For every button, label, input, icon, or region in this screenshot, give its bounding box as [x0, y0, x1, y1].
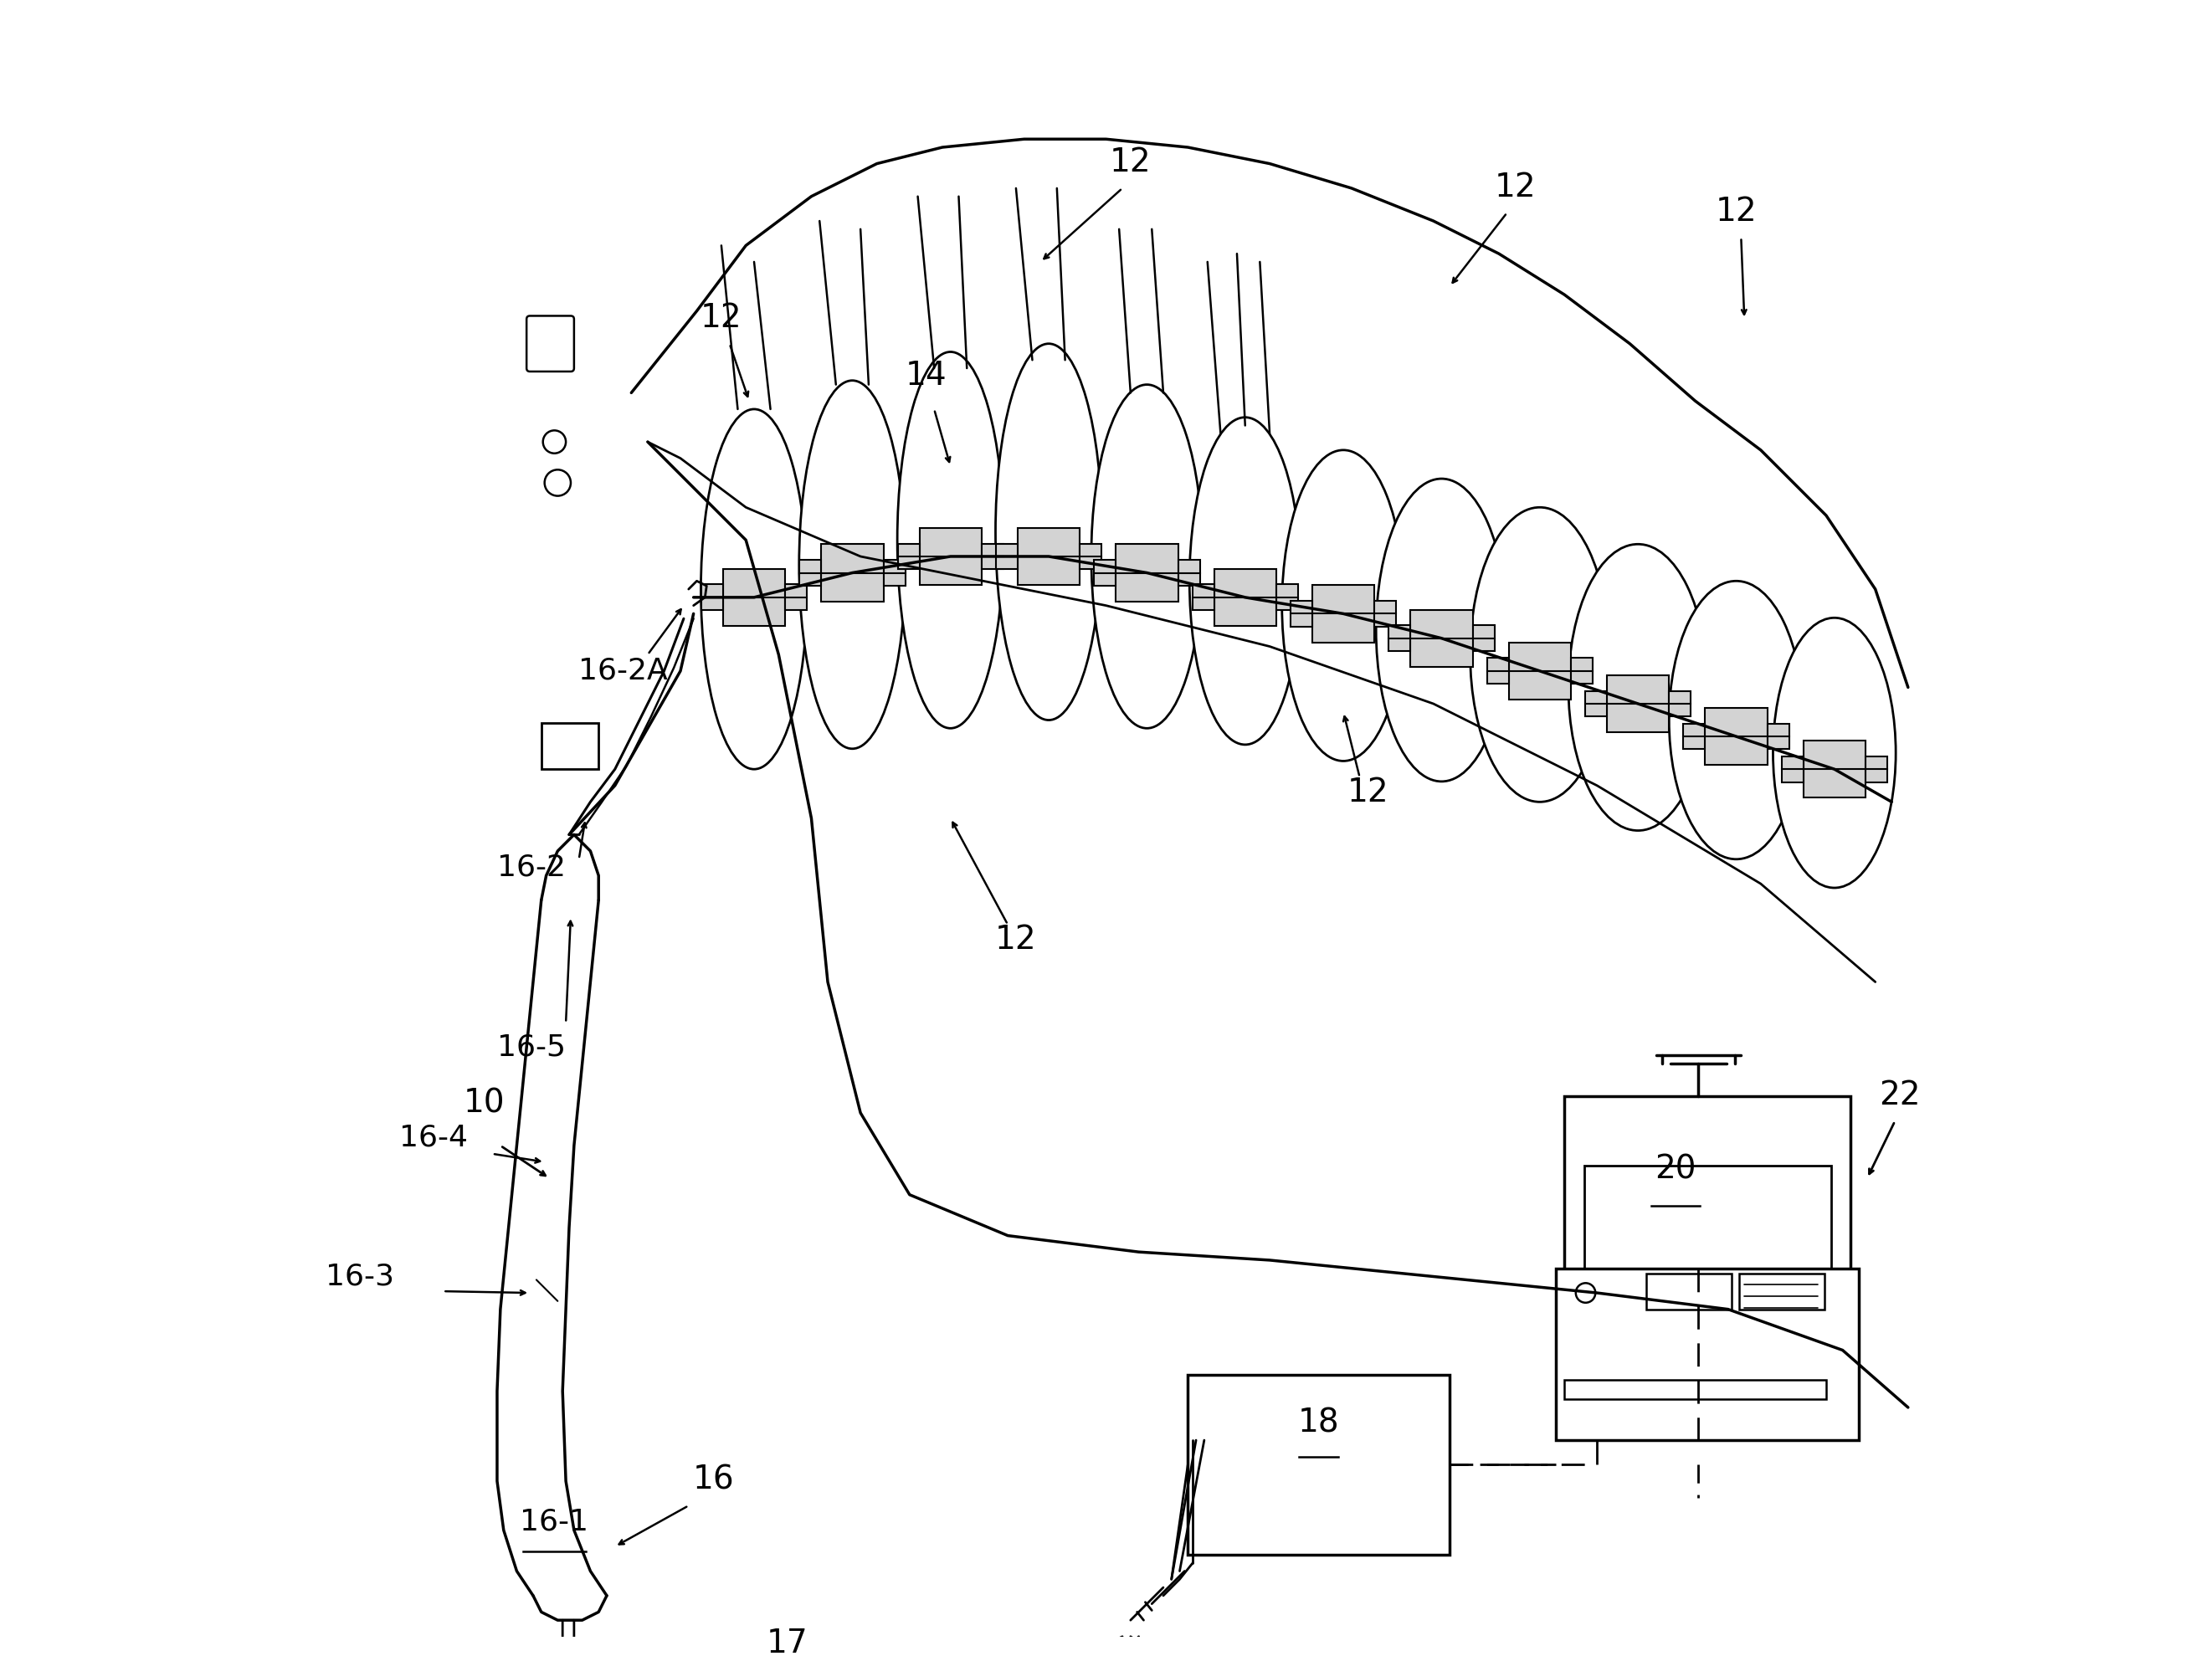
Bar [1290, 601, 1312, 626]
Text: 18: 18 [1298, 1408, 1340, 1439]
Bar [1095, 560, 1115, 586]
Bar [982, 543, 1004, 570]
Bar [1781, 757, 1803, 782]
Bar [723, 568, 785, 626]
Ellipse shape [1190, 417, 1301, 745]
Bar [1739, 1273, 1825, 1310]
Bar [1079, 543, 1102, 570]
Bar [1018, 528, 1079, 585]
Bar [1389, 626, 1411, 651]
Bar [920, 528, 982, 585]
Ellipse shape [1670, 581, 1803, 859]
Text: 16-2: 16-2 [498, 853, 566, 881]
Ellipse shape [1376, 479, 1506, 782]
Text: 16-4: 16-4 [398, 1123, 467, 1151]
Bar [1670, 691, 1690, 717]
Ellipse shape [701, 409, 807, 768]
Text: 14: 14 [905, 359, 947, 391]
Text: 17: 17 [765, 1628, 807, 1656]
Bar [1312, 585, 1374, 643]
Ellipse shape [995, 344, 1102, 720]
Bar [1192, 585, 1214, 609]
Bar [1564, 1096, 1851, 1391]
Bar [1564, 1379, 1827, 1399]
Bar [785, 585, 807, 609]
Text: 22: 22 [1880, 1080, 1920, 1111]
Bar [1584, 1166, 1832, 1371]
Bar [1705, 707, 1767, 765]
Ellipse shape [799, 381, 905, 749]
Text: 12: 12 [701, 301, 741, 335]
Bar [1865, 757, 1887, 782]
Bar [1115, 545, 1179, 601]
Bar [1374, 601, 1396, 626]
Bar [1276, 585, 1298, 609]
Bar [1555, 1268, 1858, 1441]
FancyBboxPatch shape [526, 316, 575, 371]
Bar [1486, 657, 1509, 684]
Bar [1606, 676, 1670, 732]
Ellipse shape [1774, 618, 1896, 888]
Ellipse shape [1283, 450, 1405, 762]
Text: 12: 12 [1495, 171, 1535, 204]
Ellipse shape [1091, 384, 1203, 729]
Bar [542, 724, 599, 768]
Text: 16-5: 16-5 [498, 1033, 566, 1061]
Bar [701, 585, 723, 609]
Bar [898, 543, 920, 570]
Bar [1571, 657, 1593, 684]
Ellipse shape [1568, 545, 1708, 831]
Ellipse shape [1471, 507, 1610, 802]
Bar [1646, 1273, 1732, 1310]
Bar [1214, 568, 1276, 626]
Text: 16-1: 16-1 [520, 1507, 588, 1537]
Bar [1188, 1374, 1449, 1555]
Bar [1767, 724, 1790, 749]
Text: 12: 12 [995, 924, 1037, 956]
Bar [883, 560, 905, 586]
Bar [1473, 626, 1495, 651]
Bar [1803, 740, 1865, 798]
Text: 20: 20 [1655, 1153, 1697, 1186]
Text: 16-2A: 16-2A [580, 656, 668, 686]
Bar [1683, 724, 1705, 749]
Text: 12: 12 [1717, 195, 1756, 227]
Bar [1411, 609, 1473, 667]
Bar [821, 545, 883, 601]
Text: 12: 12 [1347, 777, 1389, 808]
Text: 16: 16 [692, 1464, 734, 1495]
Text: 12: 12 [1110, 147, 1150, 179]
Bar [1179, 560, 1199, 586]
Text: 16-3: 16-3 [325, 1262, 394, 1290]
Ellipse shape [898, 351, 1004, 729]
Bar [995, 543, 1018, 570]
Bar [1586, 691, 1606, 717]
Text: 10: 10 [462, 1088, 504, 1119]
Bar [1509, 643, 1571, 699]
Bar [799, 560, 821, 586]
